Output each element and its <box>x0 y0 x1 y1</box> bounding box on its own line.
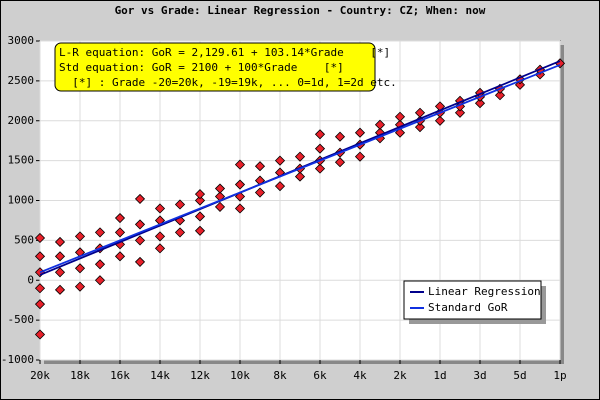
point <box>154 231 166 242</box>
point <box>294 171 306 182</box>
annotation-line: L-R equation: GoR = 2,129.61 + 103.14*Gr… <box>59 46 390 59</box>
point <box>174 227 186 238</box>
y-tick-label: 1500 <box>8 154 35 167</box>
x-tick-label: 14k <box>150 369 170 382</box>
point <box>134 219 146 230</box>
point <box>34 251 46 262</box>
x-tick-label: 18k <box>70 369 90 382</box>
y-tick-label: 3000 <box>8 34 35 47</box>
point <box>314 163 326 174</box>
point <box>54 236 66 248</box>
point <box>214 183 226 194</box>
x-tick-label: 1p <box>553 369 566 382</box>
marks <box>34 58 566 340</box>
point <box>94 227 106 238</box>
y-tick-label: -500 <box>8 313 35 326</box>
point <box>174 199 186 210</box>
point <box>74 263 86 274</box>
point <box>54 267 66 278</box>
point <box>394 111 406 122</box>
point <box>354 127 366 138</box>
point <box>134 235 146 246</box>
point <box>234 179 246 190</box>
point <box>254 161 266 172</box>
x-tick-label: 1d <box>433 369 446 382</box>
point <box>54 251 66 262</box>
point <box>94 259 106 270</box>
point <box>114 251 126 262</box>
point <box>154 203 166 214</box>
point <box>294 151 306 162</box>
point <box>334 157 346 168</box>
point <box>34 299 46 310</box>
point <box>454 107 466 118</box>
x-tick-label: 16k <box>110 369 130 382</box>
point <box>234 159 246 170</box>
point <box>474 98 486 109</box>
legend-label: Standard GoR <box>428 301 508 314</box>
point <box>414 107 426 118</box>
point <box>34 283 46 294</box>
y-tick-label: 1000 <box>8 194 35 207</box>
point <box>254 187 266 198</box>
point <box>114 227 126 238</box>
point <box>74 231 86 242</box>
annotation-box <box>54 42 376 92</box>
x-tick-label: 20k <box>30 369 50 382</box>
x-tick-label: 6k <box>313 369 327 382</box>
point <box>34 329 46 340</box>
point <box>194 195 206 206</box>
legend-label: Linear Regression <box>428 285 541 298</box>
point <box>114 212 126 224</box>
point <box>334 131 346 142</box>
point <box>94 275 106 286</box>
legend <box>403 280 542 320</box>
point <box>34 232 46 244</box>
point <box>494 90 506 101</box>
point <box>354 151 366 162</box>
x-tick-label: 8k <box>273 369 287 382</box>
point <box>154 243 166 254</box>
y-tick-label: -1000 <box>1 353 34 366</box>
x-tick-label: 12k <box>190 369 210 382</box>
y-tick-label: 0 <box>27 273 34 286</box>
point <box>194 211 206 222</box>
point <box>234 203 246 214</box>
x-tick-label: 10k <box>230 369 250 382</box>
x-tick-label: 4k <box>353 369 367 382</box>
point <box>74 281 86 292</box>
point <box>434 115 446 126</box>
y-tick-label: 2500 <box>8 74 35 87</box>
legend-items: Linear Regression Standard GoR <box>410 285 541 314</box>
point <box>274 155 286 166</box>
chart-title: Gor vs Grade: Linear Regression - Countr… <box>115 4 486 17</box>
regression-line <box>39 64 561 274</box>
annotation-line: Std equation: GoR = 2100 + 100*Grade [*] <box>59 61 344 74</box>
x-tick-label: 5d <box>513 369 526 382</box>
y-tick-label: 500 <box>14 233 34 246</box>
point <box>414 122 426 133</box>
point <box>214 201 226 212</box>
x-tick-label: 2k <box>393 369 407 382</box>
y-tick-label: 2000 <box>8 114 35 127</box>
point <box>134 193 146 204</box>
point <box>194 225 206 236</box>
point <box>314 143 326 154</box>
x-tick-label: 3d <box>473 369 486 382</box>
annotation-line: [*] : Grade -20=20k, -19=19k, ... 0=1d, … <box>59 76 397 89</box>
point <box>374 119 386 130</box>
point <box>54 284 66 295</box>
point <box>134 256 146 267</box>
point <box>194 189 206 200</box>
point <box>314 129 326 140</box>
point <box>274 181 286 192</box>
